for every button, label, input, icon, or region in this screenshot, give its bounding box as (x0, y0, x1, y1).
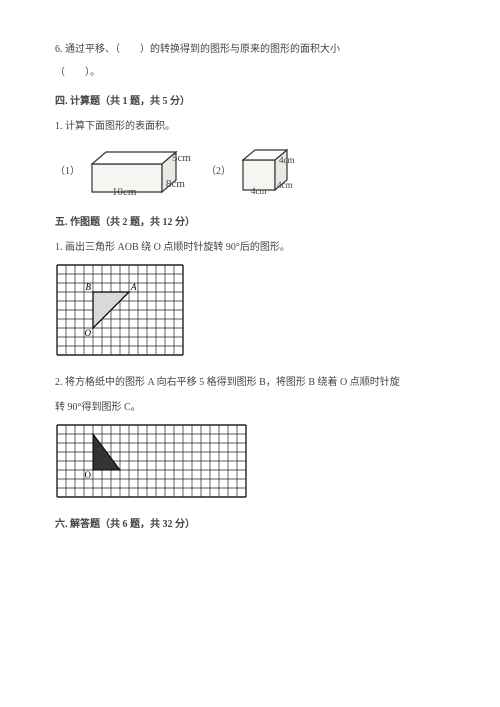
fig2-front-label: 4cm (251, 186, 267, 196)
svg-text:O: O (85, 328, 92, 338)
section-6-heading: 六. 解答题（共 6 题，共 32 分） (55, 515, 445, 530)
section-5-q2-line2: 转 90°得到图形 C。 (55, 398, 445, 413)
section-5-q1: 1. 画出三角形 AOB 绕 O 点顺时针旋转 90°后的图形。 (55, 238, 445, 253)
section-4-heading: 四. 计算题（共 1 题，共 5 分） (55, 92, 445, 107)
section-4-q1: 1. 计算下面图形的表面积。 (55, 117, 445, 132)
question-6-line1: 6. 通过平移、（ ）的转换得到的图形与原来的图形的面积大小 (55, 40, 445, 55)
question-6-line2: （ ）。 (55, 63, 445, 78)
figure-row: （1） 5cm 8cm 10cm （2） 4cm 4cm 4cm (55, 142, 445, 197)
rect-prism-figure: 5cm 8cm 10cm (84, 142, 194, 197)
section-5-q2-line1: 2. 将方格纸中的图形 A 向右平移 5 格得到图形 B，将图形 B 绕着 O … (55, 373, 445, 388)
fig2-right-label: 4cm (279, 155, 295, 165)
fig2-label: （2） (206, 162, 231, 177)
fig2-side-label: 4cm (277, 180, 293, 190)
cube-figure: 4cm 4cm 4cm (235, 142, 305, 197)
section-5-heading: 五. 作图题（共 2 题，共 12 分） (55, 213, 445, 228)
grid-figure-2: O (55, 423, 445, 499)
fig1-h-label: 5cm (172, 152, 191, 164)
svg-text:B: B (86, 282, 92, 292)
fig1-label: （1） (55, 162, 80, 177)
svg-text:A: A (130, 282, 137, 292)
fig1-d-label: 8cm (166, 178, 185, 190)
fig1-w-label: 10cm (112, 186, 136, 198)
grid-figure-1: B A O (55, 263, 445, 357)
svg-text:O: O (85, 470, 92, 480)
